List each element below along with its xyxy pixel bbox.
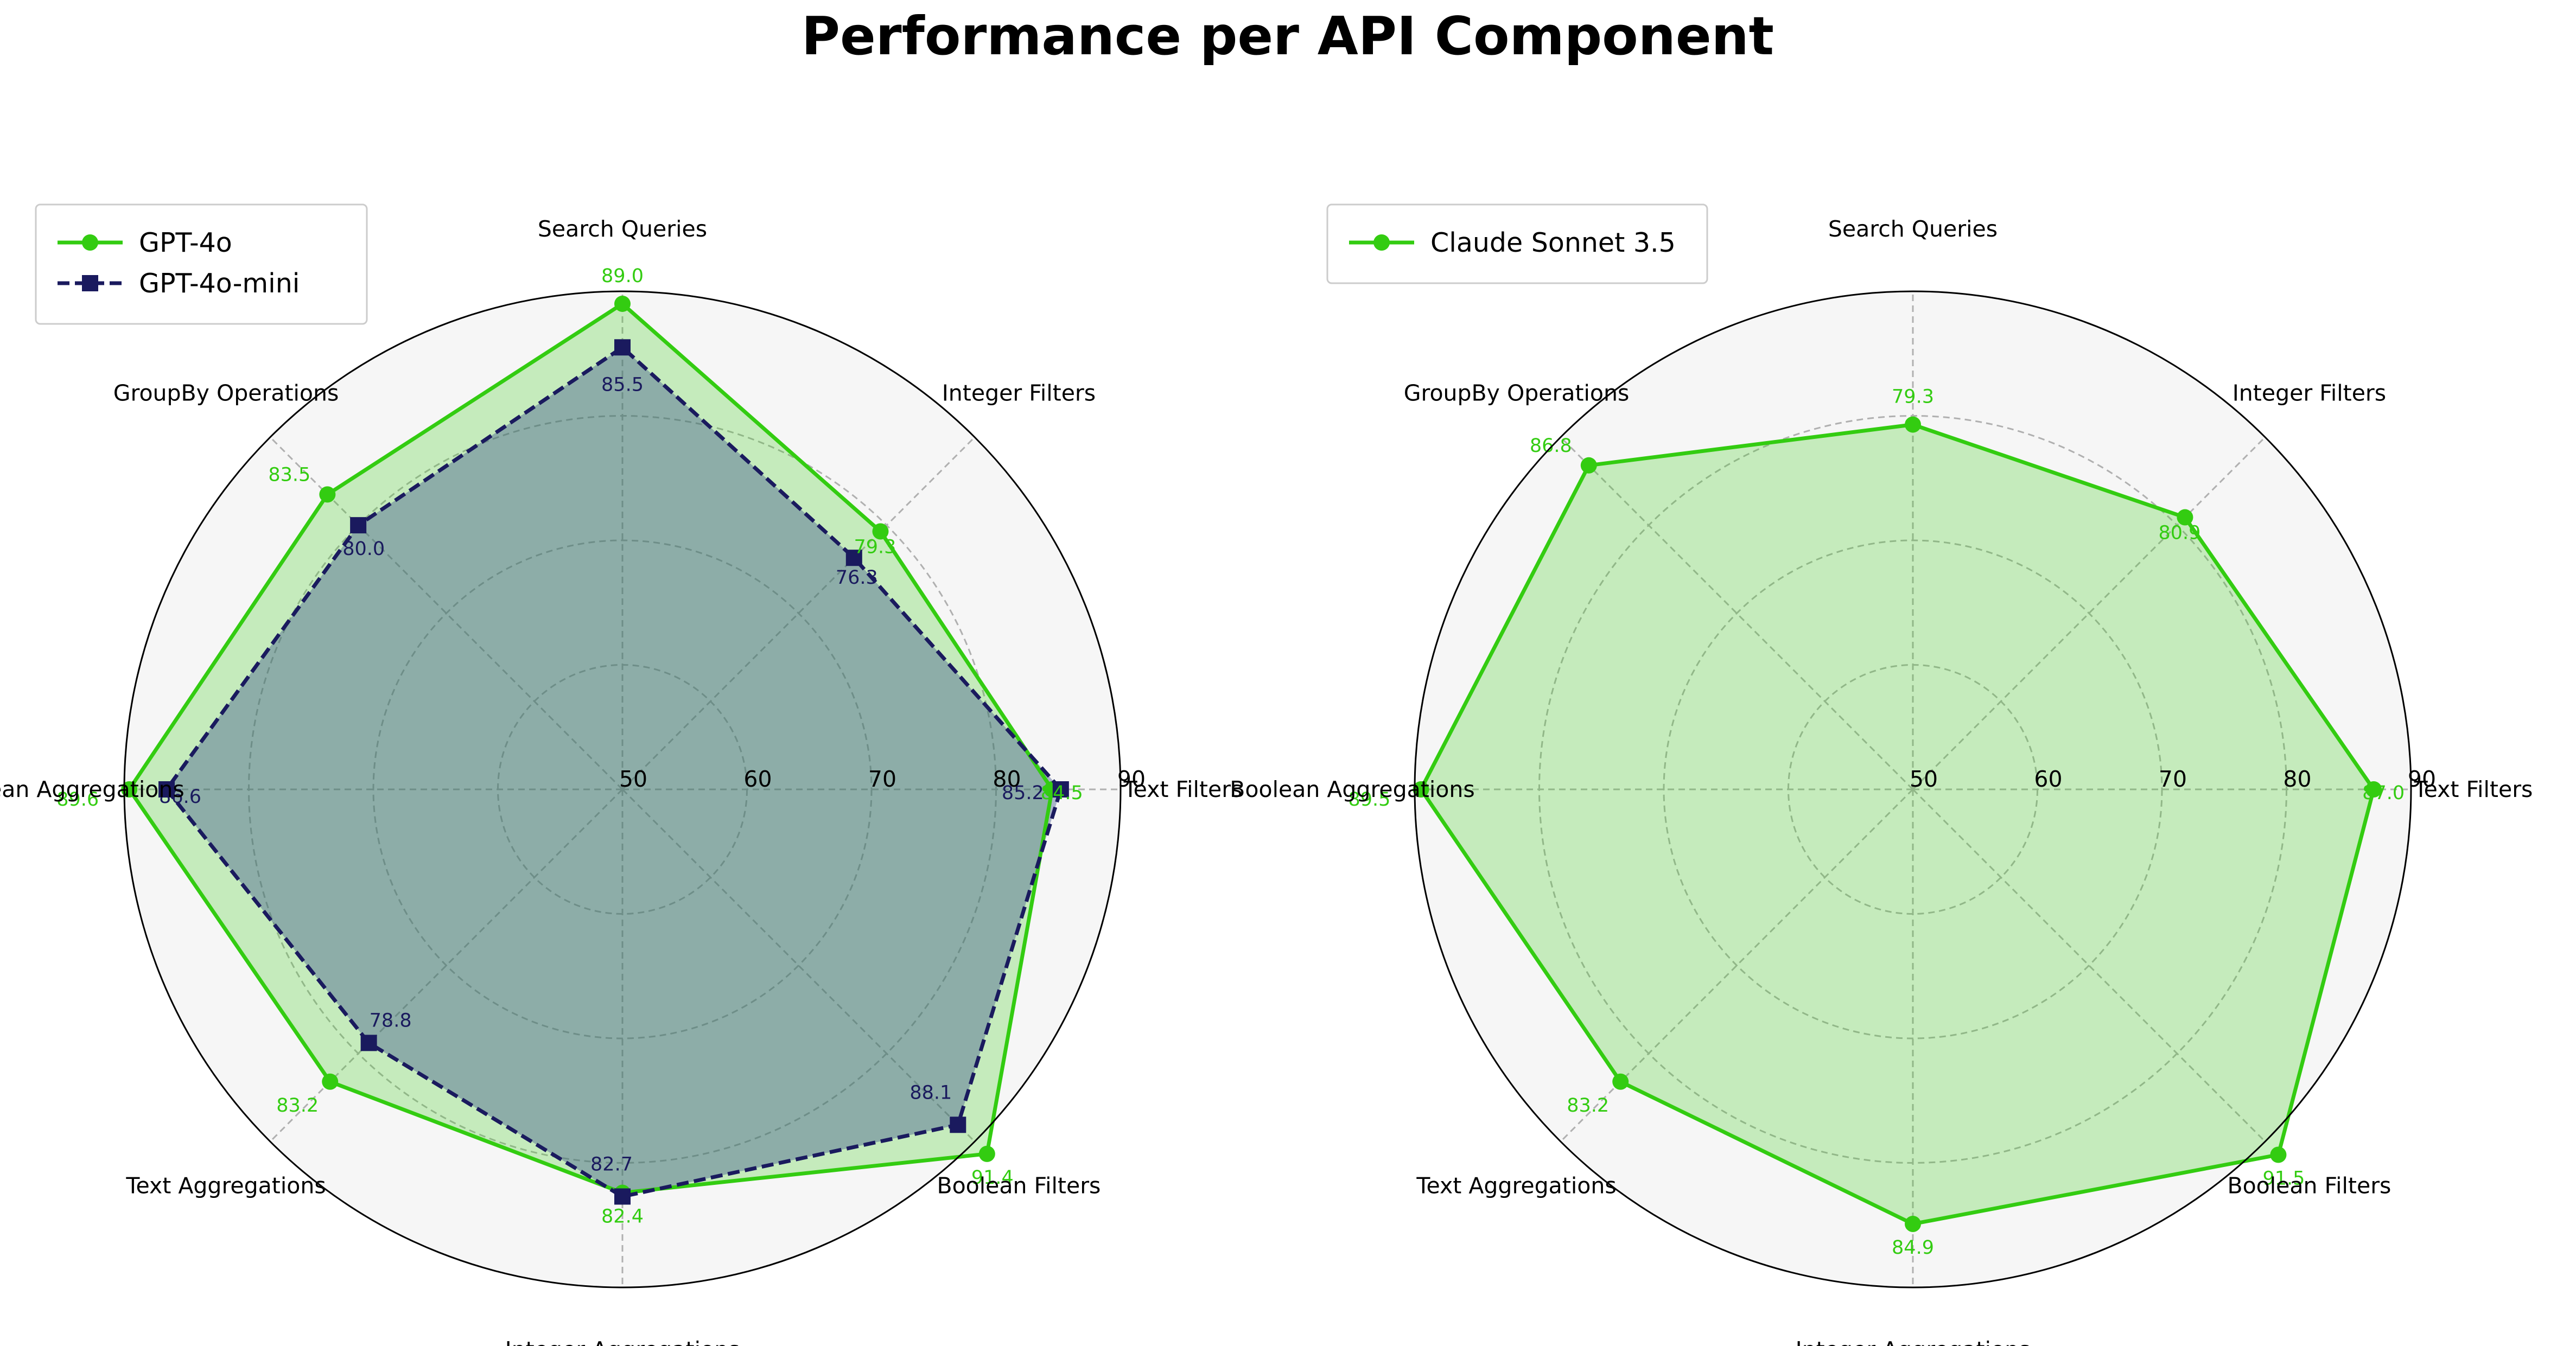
data-label: 84.9 xyxy=(1892,1237,1934,1259)
data-label: 79.3 xyxy=(1892,386,1934,408)
category-label-integer-filters: Integer Filters xyxy=(2232,380,2386,406)
data-point-gpt-4o-mini xyxy=(360,1035,377,1051)
radial-tick-label: 90 xyxy=(1117,766,1146,792)
radial-tick-label: 80 xyxy=(2283,766,2311,792)
grid-spoke xyxy=(1912,788,2266,1143)
series-area-gpt-4o-mini xyxy=(167,347,1061,1197)
category-label-boolean-aggregations: Boolean Aggregations xyxy=(0,776,185,802)
data-point-gpt-4o-mini xyxy=(614,339,631,356)
data-point-gpt-4o-mini xyxy=(845,550,862,566)
data-point-claude-sonnet-3-5 xyxy=(1612,1073,1629,1090)
polar-frame xyxy=(123,290,1122,1288)
data-label: 79.3 xyxy=(854,537,896,558)
polar-frame xyxy=(1414,290,2412,1288)
data-point-claude-sonnet-3-5 xyxy=(1580,457,1597,474)
data-point-gpt-4o xyxy=(319,486,336,503)
radial-tick-label: 70 xyxy=(868,766,896,792)
series-area-claude-sonnet-3-5 xyxy=(1421,424,2374,1224)
figure-title: Performance per API Component xyxy=(802,5,1774,67)
data-label: 88.1 xyxy=(909,1082,952,1103)
data-label: 76.3 xyxy=(836,567,878,589)
category-label-boolean-aggregations: Boolean Aggregations xyxy=(1230,776,1474,802)
data-label: 89.5 xyxy=(1349,789,1391,811)
data-point-gpt-4o-mini xyxy=(350,517,367,534)
data-point-claude-sonnet-3-5 xyxy=(2270,1146,2287,1163)
radial-tick-label: 70 xyxy=(2159,766,2187,792)
radial-tick-label: 80 xyxy=(993,766,1021,792)
data-point-gpt-4o-mini xyxy=(614,1188,631,1205)
grid-spoke xyxy=(1912,436,2266,790)
legend-frame xyxy=(1326,203,1708,284)
data-label: 85.5 xyxy=(601,374,644,395)
data-label: 86.6 xyxy=(159,786,201,808)
legend: Claude Sonnet 3.5 xyxy=(1326,203,1708,284)
category-label-text-aggregations: Text Aggregations xyxy=(125,1172,326,1198)
radial-tick-label: 90 xyxy=(2408,766,2436,792)
data-label: 91.4 xyxy=(971,1167,1014,1189)
data-label: 83.2 xyxy=(1567,1095,1609,1117)
category-label-boolean-filters: Boolean Filters xyxy=(2227,1172,2391,1198)
category-label-search-queries: Search Queries xyxy=(1828,216,1998,242)
category-label-boolean-filters: Boolean Filters xyxy=(937,1172,1101,1198)
data-label: 82.4 xyxy=(601,1206,644,1228)
data-point-gpt-4o xyxy=(322,1073,339,1090)
legend-marker xyxy=(82,275,98,291)
data-point-claude-sonnet-3-5 xyxy=(1413,781,1429,798)
data-point-gpt-4o xyxy=(614,295,631,312)
category-label-integer-filters: Integer Filters xyxy=(942,380,1096,406)
data-point-gpt-4o xyxy=(872,523,889,540)
data-label: 78.8 xyxy=(370,1010,412,1031)
data-label: 80.0 xyxy=(342,538,385,560)
data-point-gpt-4o xyxy=(121,781,138,798)
grid-ring xyxy=(1663,539,2163,1039)
data-point-claude-sonnet-3-5 xyxy=(2177,509,2193,526)
grid-spoke xyxy=(621,436,976,790)
radial-tick-label: 50 xyxy=(1910,766,1938,792)
data-label: 87.0 xyxy=(2362,782,2405,804)
data-label: 83.2 xyxy=(276,1095,319,1117)
data-point-gpt-4o-mini xyxy=(1052,781,1069,798)
legend-marker xyxy=(82,234,98,251)
radar-chart-left: 84.5 79.3 89.0 83.5 89.6 83.2 82.4 91.4 85.2 76.3… xyxy=(0,203,1243,1346)
radial-tick-label: 60 xyxy=(2034,766,2062,792)
data-point-gpt-4o-mini xyxy=(950,1117,966,1133)
data-label: 91.5 xyxy=(2262,1168,2305,1189)
data-label: 83.5 xyxy=(268,464,310,486)
radial-tick-label: 50 xyxy=(619,766,647,792)
category-label-text-filters: Text Filters xyxy=(2414,776,2533,802)
data-label: 85.2 xyxy=(1002,782,1044,804)
data-label: 86.8 xyxy=(1530,435,1572,457)
legend-marker xyxy=(1373,234,1390,251)
category-label-search-queries: Search Queries xyxy=(538,216,707,242)
data-label: 89.0 xyxy=(601,265,644,287)
data-label: 82.7 xyxy=(590,1153,633,1175)
category-label-integer-aggregations: Integer Aggregations xyxy=(1796,1337,2031,1346)
category-label-groupby-operations: GroupBy Operations xyxy=(113,380,339,406)
radar-chart-right: 87.0 80.9 79.3 86.8 89.5 83.2 84.9 91.5 50 60 70 80… xyxy=(1230,203,2533,1346)
grid-spoke xyxy=(1560,436,1914,790)
data-label: 84.5 xyxy=(1041,782,1083,804)
legend-label-gpt-4o: GPT-4o xyxy=(139,227,232,258)
data-point-gpt-4o xyxy=(978,1145,995,1162)
category-label-text-aggregations: Text Aggregations xyxy=(1416,1172,1616,1198)
grid-spoke xyxy=(621,788,976,1143)
legend-label-claude-sonnet-3-5: Claude Sonnet 3.5 xyxy=(1430,227,1676,258)
data-label: 80.9 xyxy=(2158,522,2200,544)
data-point-claude-sonnet-3-5 xyxy=(2365,781,2382,798)
radial-tick-label: 60 xyxy=(743,766,772,792)
legend-label-gpt-4o-mini: GPT-4o-mini xyxy=(139,268,300,299)
data-point-claude-sonnet-3-5 xyxy=(1905,416,1921,433)
category-label-groupby-operations: GroupBy Operations xyxy=(1404,380,1630,406)
data-point-gpt-4o-mini xyxy=(158,781,175,798)
legend: GPT-4o GPT-4o-mini xyxy=(35,203,368,325)
category-label-text-filters: Text Filters xyxy=(1123,776,1243,802)
data-label: 89.6 xyxy=(56,789,99,811)
legend-frame xyxy=(35,203,368,325)
category-label-integer-aggregations: Integer Aggregations xyxy=(505,1337,740,1346)
grid-ring xyxy=(372,539,873,1039)
data-point-claude-sonnet-3-5 xyxy=(1905,1215,1921,1232)
